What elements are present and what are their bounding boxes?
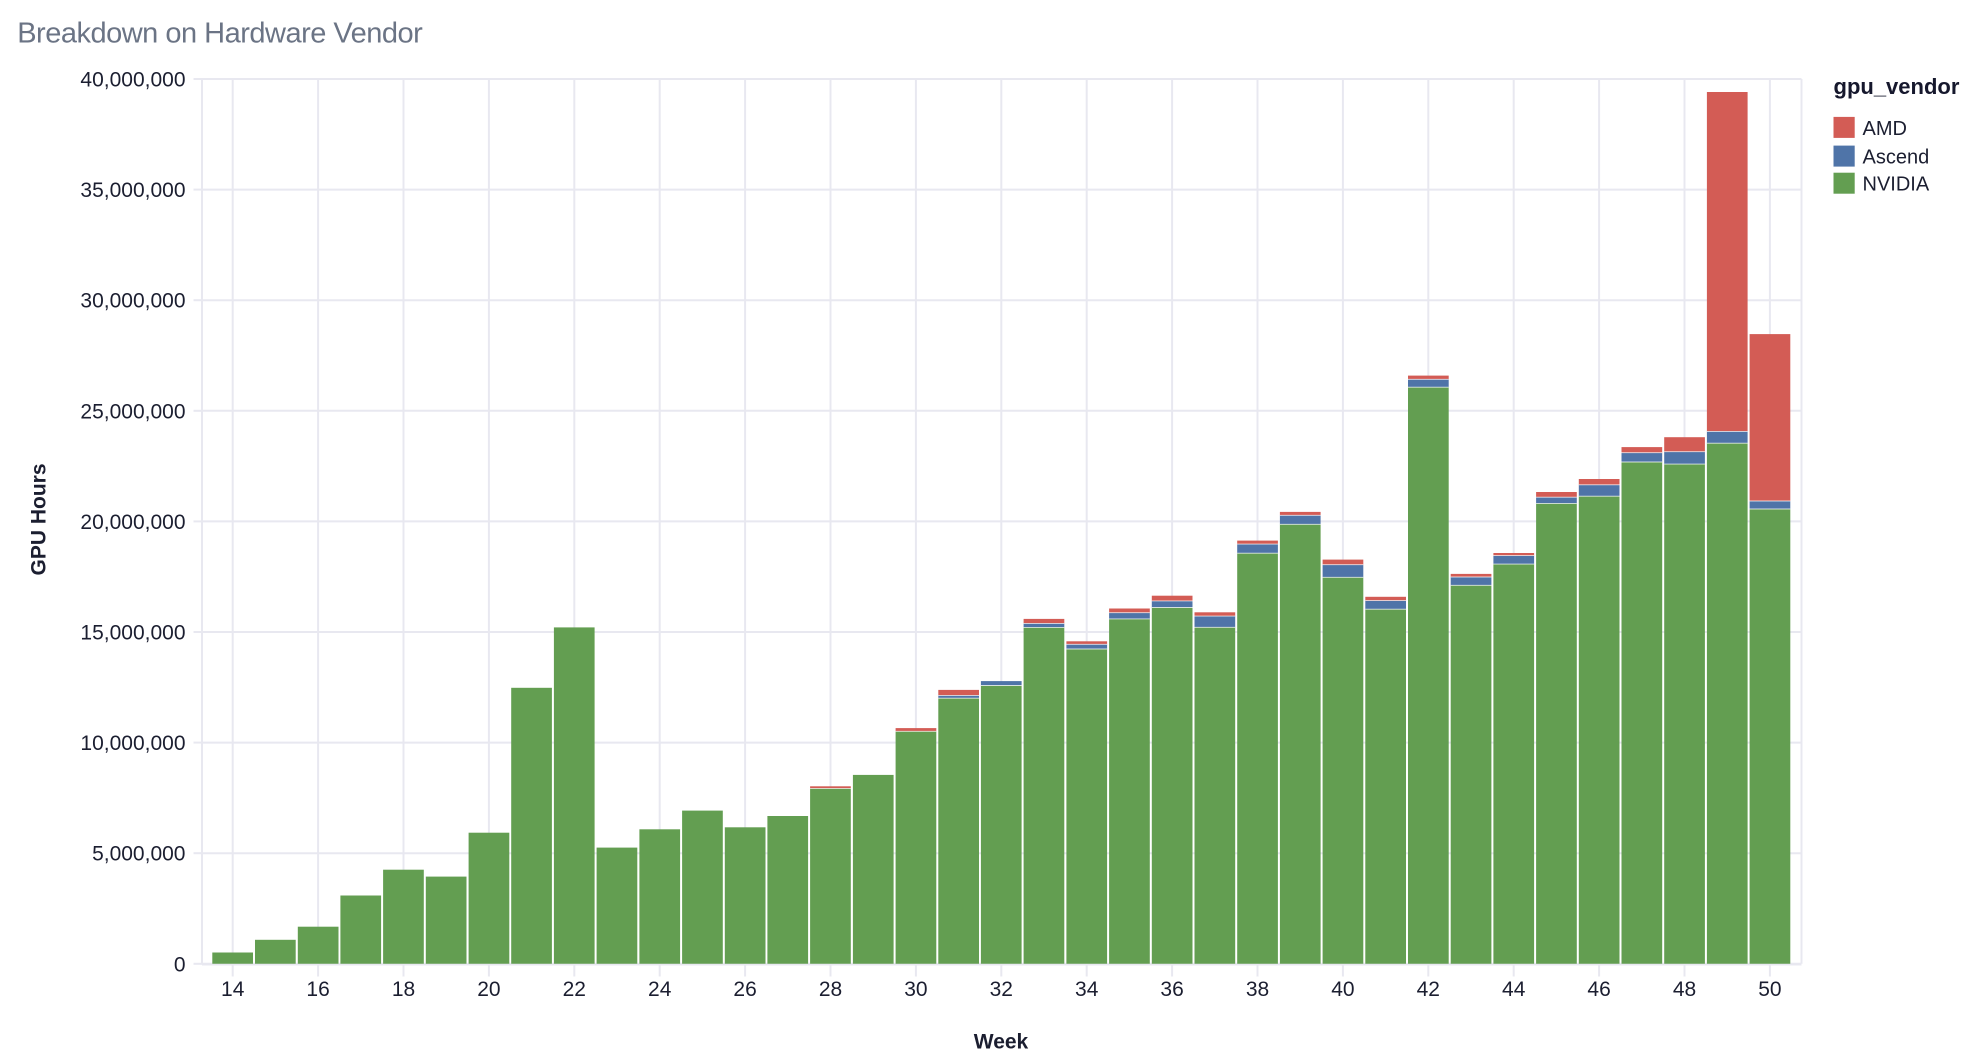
svg-text:38: 38 — [1246, 978, 1269, 1001]
svg-text:20,000,000: 20,000,000 — [80, 511, 185, 534]
svg-text:40: 40 — [1331, 978, 1354, 1001]
svg-text:gpu_vendor: gpu_vendor — [1834, 74, 1960, 99]
svg-text:44: 44 — [1502, 978, 1526, 1001]
svg-text:14: 14 — [221, 978, 245, 1001]
svg-text:24: 24 — [648, 978, 672, 1001]
svg-text:40,000,000: 40,000,000 — [80, 69, 185, 92]
svg-text:34: 34 — [1075, 978, 1099, 1001]
svg-text:46: 46 — [1587, 978, 1610, 1001]
svg-text:15,000,000: 15,000,000 — [80, 622, 185, 645]
svg-text:30,000,000: 30,000,000 — [80, 290, 185, 313]
svg-text:10,000,000: 10,000,000 — [80, 732, 185, 755]
svg-text:Breakdown on Hardware Vendor: Breakdown on Hardware Vendor — [17, 18, 423, 50]
svg-text:26: 26 — [733, 978, 756, 1001]
svg-text:35,000,000: 35,000,000 — [80, 179, 185, 202]
svg-text:5,000,000: 5,000,000 — [92, 843, 185, 866]
svg-text:50: 50 — [1758, 978, 1781, 1001]
svg-text:NVIDIA: NVIDIA — [1863, 174, 1930, 196]
svg-text:30: 30 — [904, 978, 927, 1001]
svg-text:18: 18 — [392, 978, 415, 1001]
svg-text:22: 22 — [563, 978, 586, 1001]
svg-text:AMD: AMD — [1863, 118, 1907, 140]
svg-text:48: 48 — [1673, 978, 1696, 1001]
svg-text:16: 16 — [306, 978, 329, 1001]
svg-text:32: 32 — [990, 978, 1013, 1001]
svg-text:28: 28 — [819, 978, 842, 1001]
svg-text:20: 20 — [477, 978, 500, 1001]
svg-text:GPU Hours: GPU Hours — [28, 463, 51, 575]
svg-text:25,000,000: 25,000,000 — [80, 400, 185, 423]
svg-text:36: 36 — [1160, 978, 1183, 1001]
svg-text:0: 0 — [174, 953, 186, 976]
svg-text:Week: Week — [974, 1030, 1029, 1053]
svg-text:42: 42 — [1417, 978, 1440, 1001]
svg-text:Ascend: Ascend — [1863, 147, 1930, 169]
